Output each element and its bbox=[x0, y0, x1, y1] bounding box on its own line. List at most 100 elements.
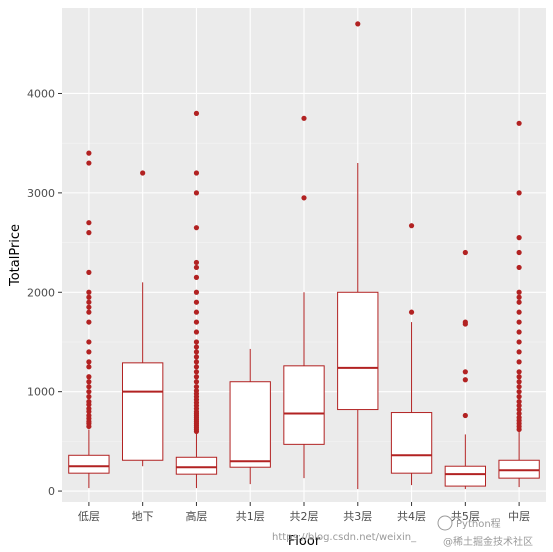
box-iqr bbox=[175, 456, 218, 475]
outlier-point bbox=[516, 389, 522, 395]
outlier-point bbox=[193, 379, 200, 385]
box-5 bbox=[283, 292, 325, 479]
watermark-url: https://blog.csdn.net/weixin_ bbox=[272, 532, 417, 543]
outlier-point bbox=[86, 289, 92, 295]
outlier-point bbox=[516, 299, 522, 305]
outlier-point bbox=[462, 319, 468, 325]
outlier-point bbox=[86, 374, 92, 380]
outlier-point bbox=[301, 195, 307, 201]
outlier-point bbox=[355, 21, 361, 27]
outlier-point bbox=[193, 190, 200, 196]
outlier-point bbox=[193, 274, 200, 280]
outlier-point bbox=[86, 304, 92, 310]
outlier-point bbox=[462, 412, 468, 419]
box-1 bbox=[68, 429, 110, 489]
x-tick-label: 共5层 bbox=[451, 510, 480, 523]
outlier-point bbox=[516, 289, 522, 295]
outlier-point bbox=[516, 406, 522, 413]
outlier-point bbox=[516, 309, 522, 315]
x-tick-label: 共1层 bbox=[236, 510, 265, 523]
outlier-point bbox=[516, 264, 522, 271]
outlier-point bbox=[193, 359, 200, 365]
outlier-point bbox=[193, 299, 200, 305]
outlier-point bbox=[86, 394, 92, 400]
x-tick-label: 共4层 bbox=[397, 510, 426, 523]
outlier-point bbox=[462, 249, 468, 256]
outlier-point bbox=[516, 384, 522, 390]
outlier-point bbox=[86, 412, 92, 419]
outlier-point bbox=[193, 354, 200, 360]
outlier-point bbox=[408, 309, 415, 315]
outlier-point bbox=[193, 329, 200, 335]
outlier-point bbox=[86, 389, 92, 395]
box-9 bbox=[498, 431, 540, 488]
outlier-point bbox=[516, 294, 522, 300]
outlier-point bbox=[516, 410, 522, 417]
outlier-point bbox=[86, 160, 92, 166]
watermark: https://blog.csdn.net/weixin_ Python程 @稀… bbox=[272, 515, 533, 548]
outlier-point bbox=[193, 344, 200, 350]
outlier-point bbox=[193, 259, 200, 266]
outlier-point bbox=[193, 319, 200, 325]
outlier-point bbox=[86, 364, 92, 370]
outlier-point bbox=[193, 289, 200, 295]
y-tick-label: 2000 bbox=[27, 286, 55, 299]
outlier-point bbox=[86, 384, 92, 390]
box-iqr bbox=[68, 454, 110, 474]
y-tick-label: 0 bbox=[48, 485, 55, 498]
x-tick-label: 地下 bbox=[132, 510, 154, 523]
box-8 bbox=[444, 434, 486, 490]
x-tick-label: 中层 bbox=[508, 510, 530, 523]
outlier-point bbox=[193, 369, 200, 375]
outlier-point bbox=[193, 264, 200, 271]
y-axis-title: TotalPrice bbox=[8, 224, 23, 287]
box-3 bbox=[175, 433, 218, 489]
outlier-point bbox=[516, 359, 522, 365]
outlier-point bbox=[193, 339, 200, 345]
outlier-point bbox=[86, 379, 92, 385]
watermark-line1: Python程 bbox=[456, 518, 501, 530]
outlier-point bbox=[516, 399, 522, 405]
outlier-point bbox=[516, 235, 522, 241]
x-axis-ticks: 低层 地下 高层 共1层 共2层 共3层 共4层 共5层 中层 bbox=[78, 502, 530, 523]
outlier-point bbox=[516, 319, 522, 325]
outlier-point bbox=[193, 170, 200, 176]
outlier-point bbox=[193, 384, 200, 390]
outlier-point bbox=[516, 339, 522, 345]
outlier-point bbox=[86, 220, 92, 226]
x-tick-label: 高层 bbox=[185, 509, 207, 523]
outlier-point bbox=[516, 249, 522, 256]
outlier-point bbox=[86, 349, 92, 355]
outlier-point bbox=[86, 339, 92, 345]
outlier-point bbox=[86, 399, 92, 405]
outlier-point bbox=[140, 170, 146, 176]
outlier-point bbox=[462, 369, 468, 375]
outlier-point bbox=[408, 223, 415, 229]
outlier-point bbox=[516, 329, 522, 335]
outlier-point bbox=[193, 374, 200, 380]
outlier-point bbox=[86, 294, 92, 300]
x-tick-label: 共3层 bbox=[343, 510, 372, 523]
box-iqr bbox=[122, 362, 164, 461]
box-iqr bbox=[283, 365, 325, 445]
outlier-point bbox=[516, 414, 522, 421]
x-tick-label: 共2层 bbox=[290, 510, 319, 523]
outlier-point bbox=[193, 225, 200, 231]
box-6 bbox=[337, 163, 379, 490]
outlier-point bbox=[462, 377, 468, 383]
box-2 bbox=[122, 282, 164, 467]
outlier-point bbox=[516, 379, 522, 385]
box-iqr bbox=[390, 412, 433, 474]
outlier-point bbox=[86, 150, 92, 156]
outlier-point bbox=[86, 405, 92, 412]
x-tick-label: 低层 bbox=[78, 510, 100, 523]
outlier-point bbox=[86, 230, 92, 236]
box-group bbox=[68, 163, 540, 490]
watermark-line2: @稀土掘金技术社区 bbox=[443, 535, 533, 548]
outlier-point bbox=[86, 309, 92, 315]
outlier-point bbox=[516, 394, 522, 400]
outlier-point bbox=[193, 309, 200, 315]
outlier-point bbox=[516, 349, 522, 355]
box-iqr bbox=[444, 465, 486, 487]
